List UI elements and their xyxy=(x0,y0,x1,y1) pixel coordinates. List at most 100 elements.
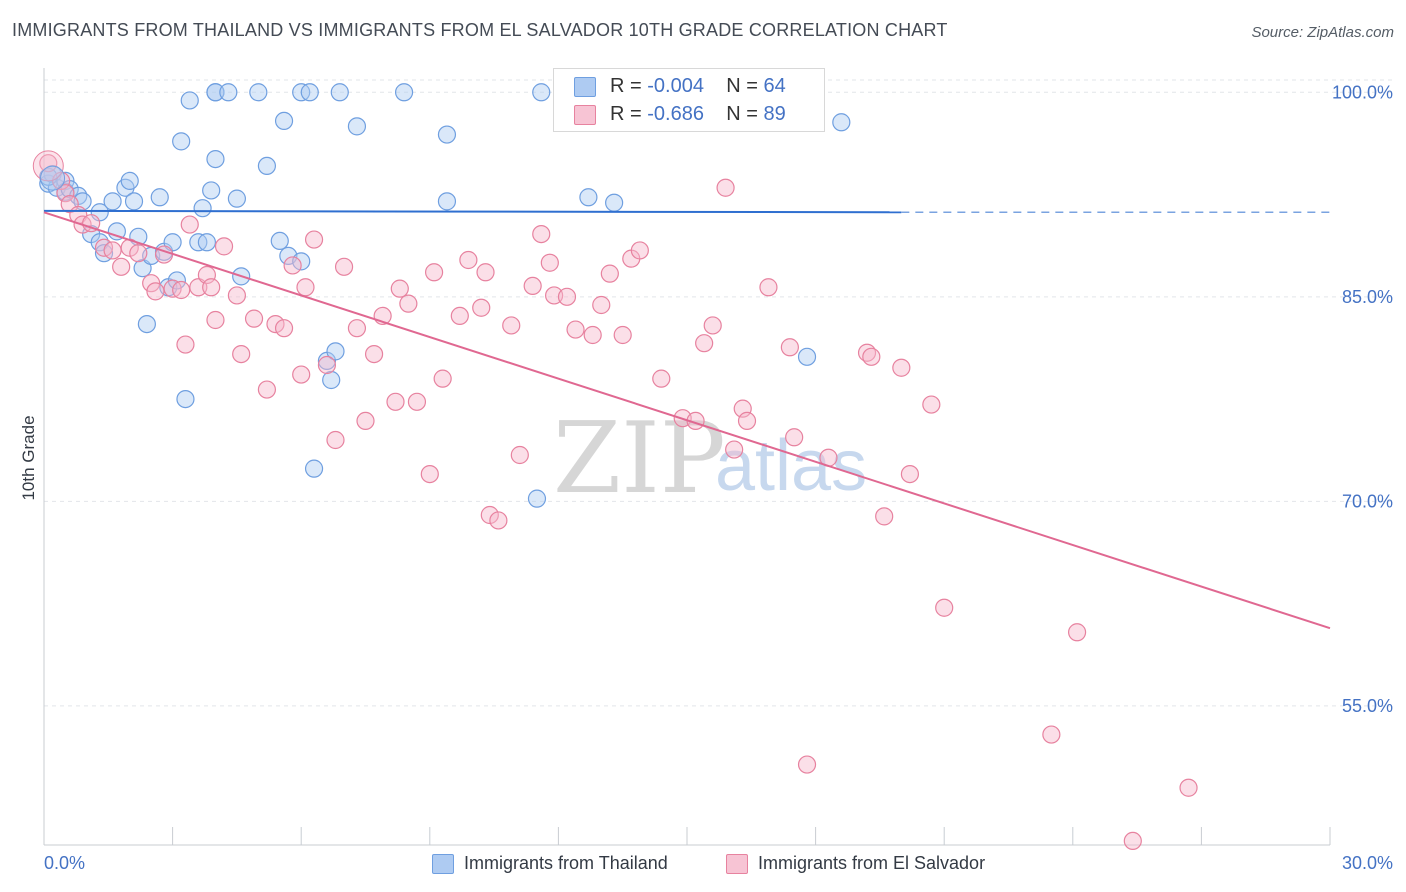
legend-label-thailand: Immigrants from Thailand xyxy=(464,853,668,873)
point-el-salvador xyxy=(1042,725,1061,744)
point-el-salvador xyxy=(540,253,559,272)
point-el-salvador xyxy=(326,430,345,450)
point-thailand xyxy=(527,489,547,508)
point-thailand xyxy=(257,156,277,176)
point-thailand xyxy=(206,149,225,169)
point-thailand xyxy=(347,117,367,136)
point-el-salvador xyxy=(583,325,602,345)
point-el-salvador xyxy=(716,178,735,197)
point-el-salvador xyxy=(142,274,161,293)
point-el-salvador xyxy=(450,306,469,326)
point-el-salvador xyxy=(317,355,337,375)
source-label: Source: ZipAtlas.com xyxy=(1251,24,1394,41)
y-tick-label: 100.0% xyxy=(1332,82,1393,102)
point-thailand xyxy=(797,347,817,366)
point-thailand xyxy=(326,342,345,361)
trend-lines xyxy=(43,209,1331,630)
point-el-salvador-cluster xyxy=(32,150,64,182)
point-el-salvador xyxy=(347,319,367,338)
legend-label-el-salvador: Immigrants from El Salvador xyxy=(758,853,986,873)
point-el-salvador xyxy=(892,358,911,377)
point-el-salvador xyxy=(592,295,611,315)
point-el-salvador xyxy=(206,310,225,330)
point-el-salvador xyxy=(862,347,881,366)
watermark-zip: ZIP xyxy=(553,402,726,516)
point-el-salvador xyxy=(785,428,804,447)
point-el-salvador xyxy=(433,369,452,388)
point-el-salvador xyxy=(129,244,148,263)
point-thailand xyxy=(227,189,246,208)
point-thailand xyxy=(197,233,216,252)
point-el-salvador xyxy=(424,263,444,282)
point-thailand xyxy=(133,259,152,278)
point-el-salvador xyxy=(266,314,285,334)
point-el-salvador xyxy=(900,464,920,484)
point-thailand xyxy=(172,132,191,151)
point-thailand xyxy=(202,181,221,200)
point-el-salvador xyxy=(334,257,354,276)
point-el-salvador xyxy=(172,280,191,300)
point-thailand xyxy=(176,389,195,409)
point-thailand xyxy=(304,459,324,478)
point-el-salvador xyxy=(1123,831,1142,851)
point-el-salvador xyxy=(459,250,478,270)
point-thailand xyxy=(150,188,169,207)
n-label: N = xyxy=(726,103,764,125)
point-el-salvador xyxy=(56,184,75,203)
point-el-salvador xyxy=(364,344,384,364)
point-thailand xyxy=(167,271,186,290)
r-value-thailand: -0.004 xyxy=(647,75,704,97)
point-thailand xyxy=(124,192,144,211)
point-el-salvador xyxy=(283,256,302,275)
point-el-salvador xyxy=(476,263,495,282)
point-thailand xyxy=(249,83,268,102)
point-thailand xyxy=(437,192,457,211)
point-thailand xyxy=(180,91,199,110)
point-el-salvador xyxy=(407,392,427,411)
n-value-thailand: 64 xyxy=(763,75,786,97)
series-legend: Immigrants from Thailand Immigrants from… xyxy=(0,852,1406,878)
point-thailand xyxy=(330,83,349,102)
point-thailand xyxy=(103,192,122,211)
point-el-salvador xyxy=(214,237,234,256)
point-thailand xyxy=(163,233,182,252)
watermark: ZIP atlas xyxy=(553,402,867,516)
point-el-salvador xyxy=(202,278,221,297)
point-el-salvador xyxy=(737,411,757,431)
point-thailand xyxy=(274,111,294,131)
point-el-salvador xyxy=(652,369,671,388)
point-el-salvador xyxy=(600,264,619,283)
point-el-salvador xyxy=(257,380,277,399)
point-thailand xyxy=(300,83,319,102)
n-label: N = xyxy=(726,75,764,97)
point-el-salvador xyxy=(780,338,799,357)
el-salvador-swatch xyxy=(574,105,596,125)
point-el-salvador xyxy=(146,282,165,301)
point-el-salvador xyxy=(489,511,508,530)
point-el-salvador xyxy=(292,365,311,384)
trend-line-el-salvador xyxy=(43,211,1331,630)
n-value-el-salvador: 89 xyxy=(763,103,786,125)
point-thailand xyxy=(832,113,851,132)
y-tick-label: 70.0% xyxy=(1342,491,1393,511)
point-thailand xyxy=(270,231,289,251)
legend-swatch-thailand xyxy=(432,854,454,874)
legend-swatch-el-salvador xyxy=(726,854,748,874)
point-el-salvador xyxy=(922,395,941,414)
watermark-atlas: atlas xyxy=(715,426,867,506)
grid-lines xyxy=(44,79,1392,707)
point-thailand xyxy=(107,222,126,241)
point-el-salvador xyxy=(532,224,551,244)
point-el-salvador xyxy=(630,241,649,260)
point-el-salvador xyxy=(613,325,632,345)
point-el-salvador xyxy=(502,316,521,335)
point-el-salvador xyxy=(935,598,954,617)
point-el-salvador xyxy=(725,440,744,459)
point-el-salvador xyxy=(39,154,58,173)
r-label: R = xyxy=(610,75,648,97)
point-thailand xyxy=(532,83,551,102)
point-thailand xyxy=(322,370,341,390)
point-el-salvador xyxy=(82,214,101,233)
point-thailand xyxy=(137,314,156,334)
